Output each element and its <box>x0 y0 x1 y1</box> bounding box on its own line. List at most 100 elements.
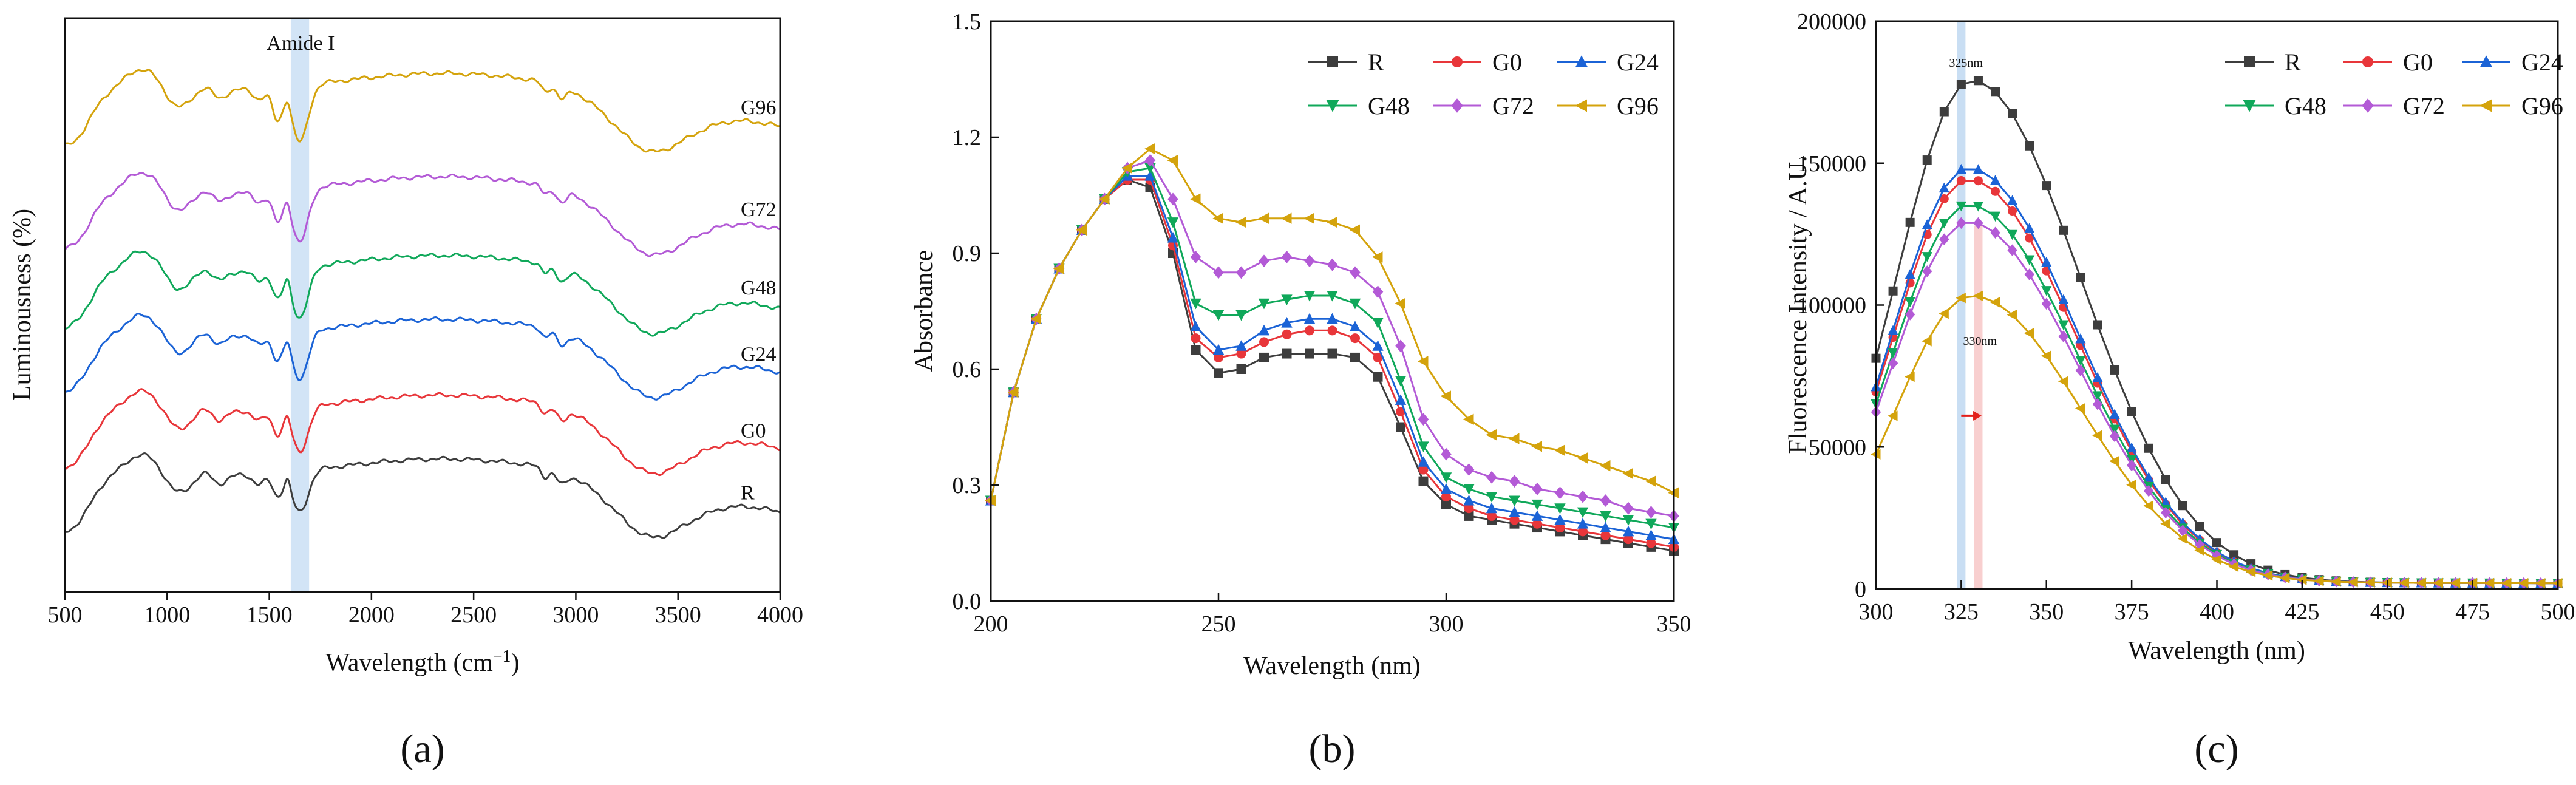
chart-c-point-g0 <box>1939 194 1949 203</box>
chart-b-point-r <box>1373 372 1383 382</box>
chart-c-point-g72 <box>2007 244 2017 256</box>
chart-b-y-tick-label: 1.5 <box>953 9 982 35</box>
chart-c-point-g48 <box>1973 202 1984 212</box>
chart-b-point-r <box>1191 345 1201 355</box>
chart-c-point-g0 <box>1973 176 1983 186</box>
chart-b-legend-marker-g0 <box>1452 56 1463 67</box>
chart-b-point-g24 <box>1645 529 1657 540</box>
chart-b-point-g96 <box>1599 460 1611 472</box>
chart-c-point-g24 <box>1939 182 1949 193</box>
chart-b-point-g96 <box>1121 162 1132 174</box>
chart-c-point-g24 <box>2007 195 2018 205</box>
chart-c-legend-marker-r <box>2244 56 2255 67</box>
chart-b-point-g96 <box>1212 212 1223 224</box>
chart-b-legend-label-g24: G24 <box>1617 49 1659 76</box>
chart-a-x-ticks: 500 1000 1500 2000 2500 3000 3500 4000 <box>48 592 803 628</box>
chart-c-point-g96 <box>2296 574 2307 585</box>
chart-b-point-g48 <box>1554 503 1566 514</box>
chart-c-band-325 <box>1957 21 1966 589</box>
chart-c-point-r <box>2042 181 2051 191</box>
chart-c-point-g48 <box>1990 211 2001 222</box>
chart-c-legend-marker-g96 <box>2479 99 2492 112</box>
chart-c-point-r <box>1888 286 1898 296</box>
caption-b: (b) <box>1309 727 1356 771</box>
chart-c-point-g24 <box>1956 163 1966 174</box>
chart-c-point-g24 <box>2109 409 2120 419</box>
chart-c-xlabel: Wavelength (nm) <box>2128 637 2305 665</box>
chart-b-point-g96 <box>1053 263 1064 274</box>
chart-c-x-tick-label: 450 <box>2370 599 2405 625</box>
chart-b-point-g24 <box>1418 456 1429 467</box>
chart-c-point-g24 <box>1973 164 1984 174</box>
chart-b-point-g96 <box>1303 212 1314 224</box>
chart-c-point-r <box>2110 365 2119 375</box>
caption-c: (c) <box>2194 727 2238 771</box>
chart-c-point-g24 <box>1888 325 1898 335</box>
chart-b-ylabel: Absorbance <box>910 250 938 372</box>
chart-c-point-g96 <box>1956 293 1966 304</box>
chart-c-point-g72 <box>2041 297 2051 310</box>
chart-c-point-g96 <box>1888 410 1898 421</box>
chart-c-point-g72 <box>2178 525 2188 537</box>
chart-c-point-r <box>2212 538 2221 548</box>
chart-b-point-g72 <box>1600 494 1611 507</box>
chart-b-point-g0 <box>1578 526 1588 537</box>
chart-b-point-g96 <box>1007 387 1019 398</box>
chart-a-series-g0 <box>64 388 781 477</box>
chart-c-shift-arrow <box>1961 410 1982 421</box>
chart-c-point-r <box>2059 225 2068 235</box>
chart-a-x-tick-label: 3000 <box>552 602 599 628</box>
chart-b-point-g24 <box>1190 321 1201 331</box>
chart-c-point-g96 <box>2177 533 2187 544</box>
chart-b-point-g0 <box>1282 329 1292 339</box>
chart-c-legend-label-g24: G24 <box>2521 49 2563 76</box>
chart-c-point-g72 <box>1922 265 1932 277</box>
chart-b-point-g0 <box>1214 352 1223 362</box>
chart-b-point-r <box>1418 476 1429 486</box>
chart-c-point-r <box>1905 217 1915 227</box>
chart-c-point-r <box>2127 407 2136 416</box>
chart-c-point-g96 <box>1939 308 1949 319</box>
chart-c-point-g96 <box>2211 554 2221 565</box>
chart-c-point-g0 <box>1956 175 1966 185</box>
chart-b-point-g96 <box>1349 224 1360 236</box>
chart-b-point-g48 <box>1622 515 1634 526</box>
chart-c-point-r <box>2178 501 2187 511</box>
chart-c-point-g96 <box>2109 455 2119 467</box>
chart-c-point-g48 <box>2058 320 2069 330</box>
chart-b-legend-label-g48: G48 <box>1368 92 1410 120</box>
chart-c-legend-marker-g72 <box>2362 98 2374 113</box>
chart-c-y-tick-label: 150000 <box>1797 151 1866 177</box>
chart-c-point-g96 <box>2041 350 2051 361</box>
chart-c-point-g48 <box>2007 229 2018 240</box>
chart-b-point-g48 <box>1418 441 1429 452</box>
chart-b-point-g0 <box>1464 503 1474 514</box>
chart-c-point-g48 <box>1888 348 1898 359</box>
chart-c-point-r <box>2161 475 2170 484</box>
chart-b-point-g24 <box>1235 340 1247 351</box>
chart-b-x-tick-label: 300 <box>1429 611 1464 637</box>
caption-a: (a) <box>400 727 444 771</box>
chart-c-y-tick-label: 100000 <box>1797 293 1866 319</box>
chart-b-point-g96 <box>1371 251 1383 263</box>
chart-b-x-ticks: 200 250 300 350 <box>974 593 1691 637</box>
chart-c-point-g48 <box>1939 218 1949 229</box>
chart-c-point-g72 <box>1973 217 1983 229</box>
chart-b-point-g72 <box>1486 471 1497 484</box>
chart-b-point-g24 <box>1281 317 1293 328</box>
chart-c-x-tick-label: 350 <box>2029 599 2064 625</box>
chart-a-x-tick-label: 4000 <box>757 602 803 628</box>
chart-b-point-g72 <box>1532 482 1543 495</box>
chart-c-annotation-325: 325nm <box>1949 56 1983 70</box>
chart-b-point-g0 <box>1646 538 1656 548</box>
chart-c-point-g48 <box>2024 255 2035 266</box>
chart-b-point-g48 <box>1190 298 1201 310</box>
chart-c-legend-marker-g48 <box>2243 100 2256 112</box>
chart-c-point-g96 <box>2484 577 2495 589</box>
chart-b-point-g96 <box>1440 390 1451 402</box>
chart-c-point-r <box>2025 141 2034 151</box>
chart-c-point-g96 <box>2058 376 2068 387</box>
chart-c-band-330 <box>1974 225 1983 590</box>
chart-a-series-g48 <box>64 250 781 337</box>
